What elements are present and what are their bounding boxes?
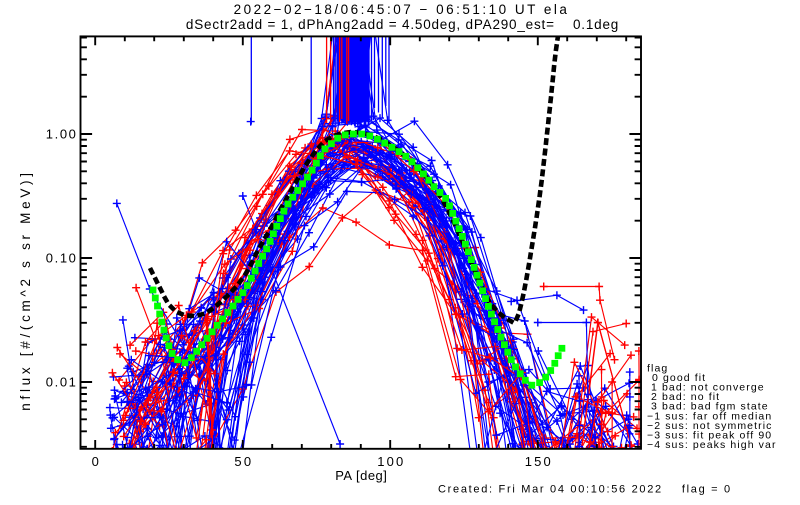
svg-text:150: 150 bbox=[525, 454, 553, 469]
svg-text:nflux [#/(cm^2 s sr MeV)]: nflux [#/(cm^2 s sr MeV)] bbox=[18, 169, 33, 410]
svg-text:dSectr2add = 1, dPhAng2add = 4: dSectr2add = 1, dPhAng2add = 4.50deg, dP… bbox=[186, 17, 619, 32]
svg-text:100: 100 bbox=[377, 454, 405, 469]
svg-text:0.10: 0.10 bbox=[46, 251, 78, 266]
svg-text:−2 sus: not symmetric: −2 sus: not symmetric bbox=[647, 420, 773, 432]
svg-text:Created: Fri Mar 04 00:10:56 2: Created: Fri Mar 04 00:10:56 2022 flag =… bbox=[438, 484, 732, 496]
svg-text:50: 50 bbox=[234, 454, 253, 469]
svg-text:2022−02−18/06:45:07 − 06:51:10: 2022−02−18/06:45:07 − 06:51:10 UT ela bbox=[234, 2, 570, 17]
svg-text:0.01: 0.01 bbox=[46, 375, 78, 390]
svg-text:0 good fit: 0 good fit bbox=[652, 372, 706, 384]
svg-text:−1 sus: far off median: −1 sus: far off median bbox=[647, 410, 772, 422]
svg-text:1 bad: not converge: 1 bad: not converge bbox=[651, 382, 765, 394]
svg-text:−4 sus: peaks high var: −4 sus: peaks high var bbox=[647, 439, 777, 451]
svg-text:3 bad: bad fgm state: 3 bad: bad fgm state bbox=[651, 401, 769, 413]
svg-text:PA [deg]: PA [deg] bbox=[335, 468, 387, 483]
svg-text:2 bad: no fit: 2 bad: no fit bbox=[651, 391, 720, 403]
svg-text:−3 sus: fit peak off 90: −3 sus: fit peak off 90 bbox=[647, 429, 772, 441]
svg-text:flag: flag bbox=[647, 363, 668, 375]
svg-text:1.00: 1.00 bbox=[46, 127, 78, 142]
svg-text:0: 0 bbox=[92, 454, 101, 469]
